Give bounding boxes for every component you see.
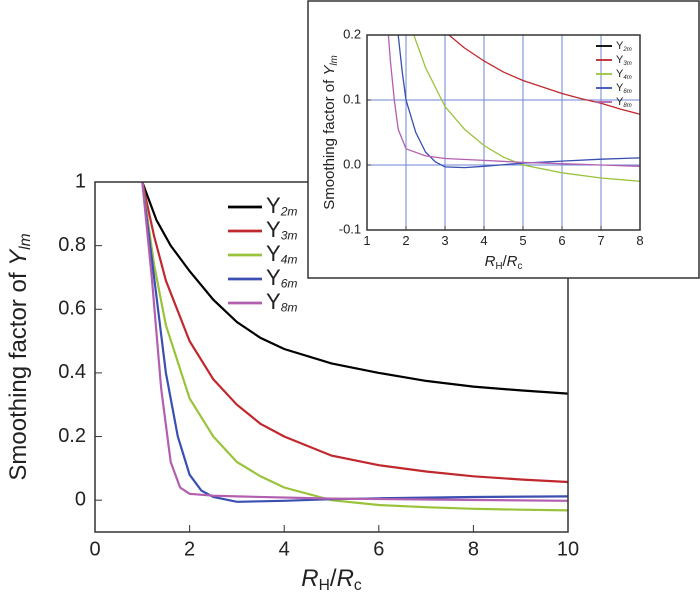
x-tick-label: 5	[519, 233, 526, 248]
x-tick-label: 7	[597, 233, 604, 248]
y-tick-label: 0.4	[58, 361, 86, 383]
line-series	[141, 182, 568, 502]
x-tick-label: 6	[373, 538, 384, 560]
x-tick-label: 2	[402, 233, 409, 248]
y-tick-label: 0.2	[58, 425, 86, 447]
x-tick-label: 4	[480, 233, 487, 248]
legend-label: Y3m	[616, 54, 632, 66]
x-tick-label: 3	[441, 233, 448, 248]
legend-label: Y3m	[266, 217, 298, 243]
line-series	[413, 35, 640, 182]
y-axis-label: Smoothing factor of Ylm	[321, 55, 339, 210]
x-axis-label: RH​/Rc​	[301, 565, 362, 594]
y-tick-label: 0	[75, 488, 86, 510]
line-series	[141, 182, 568, 484]
legend-label: Y6m	[616, 82, 632, 94]
x-tick-label: 2	[184, 538, 195, 560]
legend-label: Y6m	[266, 265, 298, 291]
line-series	[448, 35, 640, 115]
y-tick-label: 0.8	[58, 234, 86, 256]
inset-chart: 1 2 3 4 5 6 7 8 -0.1 0.0 0.1 0.2 Y2m Y3m Y4m Y6m Y8m RH​/…	[307, 0, 700, 279]
legend-label: Y8m	[616, 96, 632, 108]
line-series	[397, 35, 640, 169]
y-tick-label: 0.6	[58, 298, 86, 320]
plot-frame	[366, 34, 641, 231]
x-tick-label: 10	[557, 538, 579, 560]
y-tick-label: 1	[75, 170, 86, 192]
legend-label: Y2m	[266, 193, 298, 219]
inset-frame	[307, 0, 700, 279]
x-tick-label: 6	[558, 233, 565, 248]
x-axis-label: RH​/Rc​	[485, 253, 523, 271]
y-tick-label: -0.1	[339, 221, 361, 236]
legend-label: Y2m	[616, 40, 632, 52]
y-tick-label: 0.0	[343, 156, 361, 171]
x-tick-label: 1	[363, 233, 370, 248]
line-series	[387, 35, 640, 167]
legend-label: Y4m	[616, 68, 632, 80]
x-tick-label: 4	[279, 538, 290, 560]
x-tick-label: 0	[89, 538, 100, 560]
line-series	[141, 182, 568, 512]
y-tick-label: 0.1	[343, 91, 361, 106]
x-tick-label: 8	[468, 538, 479, 560]
line-series	[141, 182, 568, 395]
legend-label: Y8m	[266, 289, 298, 315]
legend-label: Y4m	[266, 241, 298, 267]
x-tick-label: 8	[636, 233, 643, 248]
y-tick-label: 0.2	[343, 26, 361, 41]
y-axis-label: Smoothing factor of Ylm	[5, 233, 34, 480]
